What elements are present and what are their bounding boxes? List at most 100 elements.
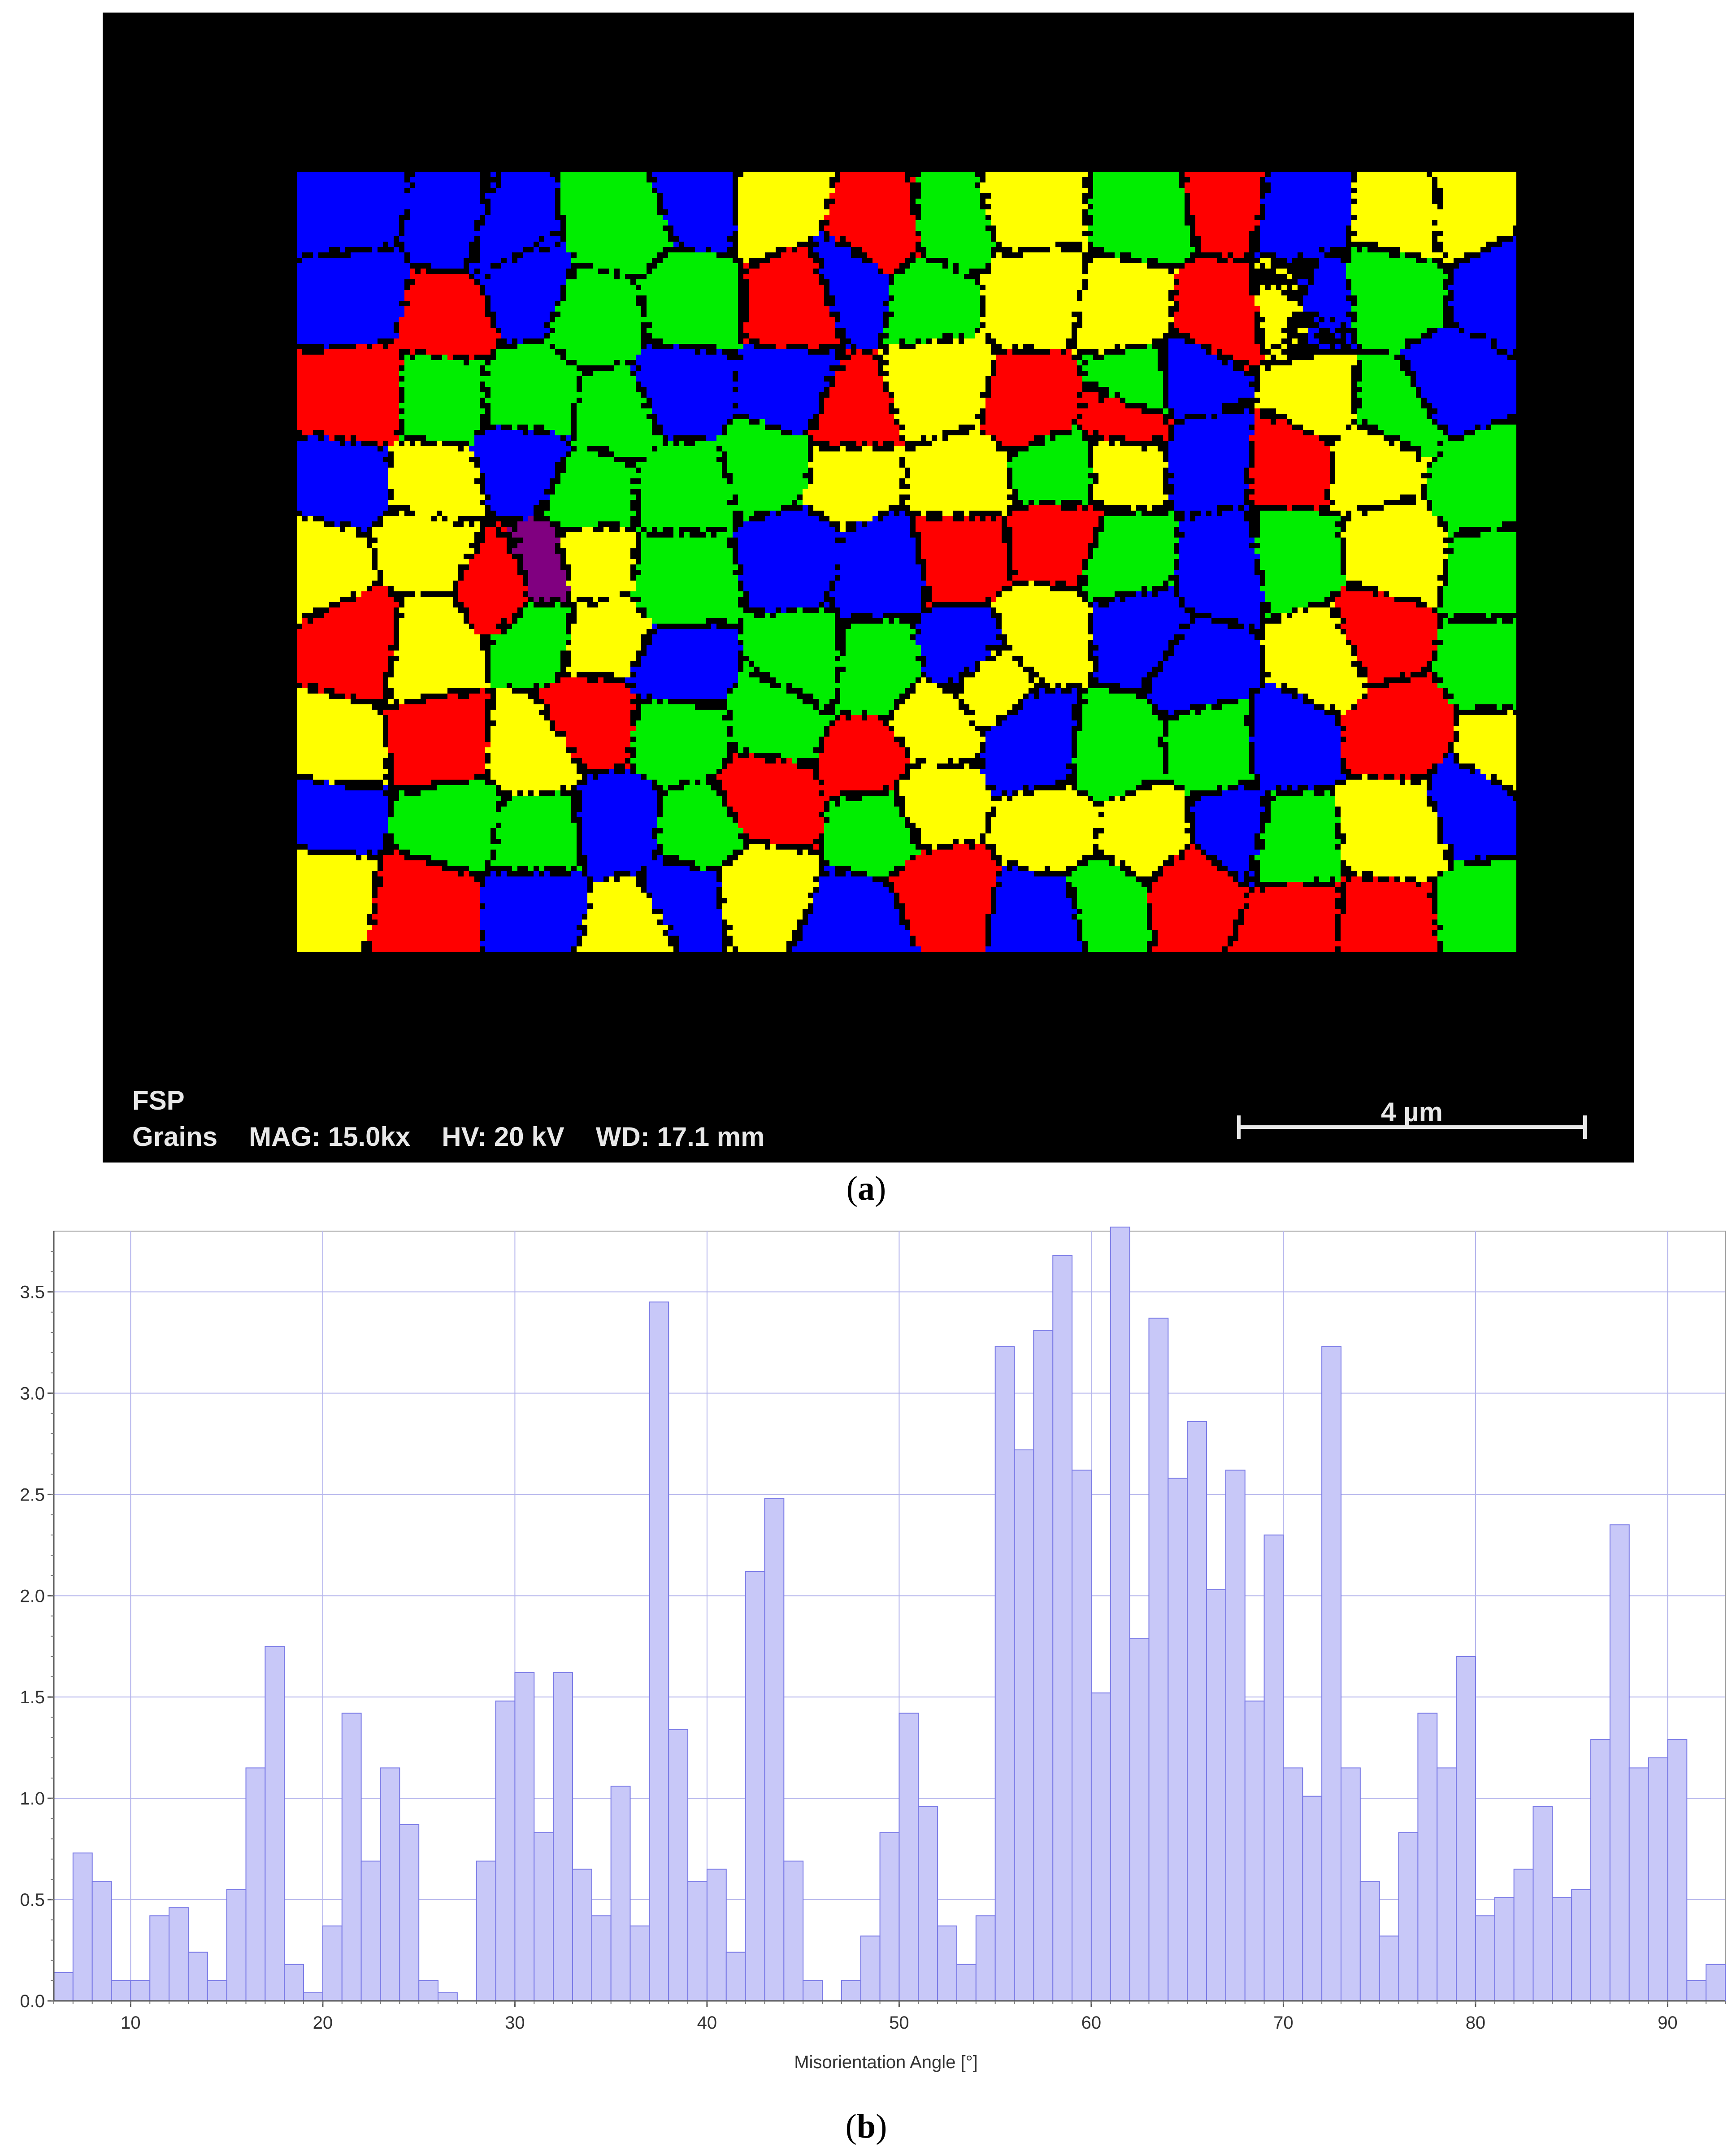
histogram-bar — [169, 1908, 188, 2001]
histogram-bar — [746, 1571, 765, 2001]
histogram-bar — [1187, 1422, 1207, 2001]
histogram-bar — [1533, 1806, 1552, 2001]
x-tick-label: 50 — [889, 2013, 909, 2033]
histogram-bar — [899, 1713, 918, 2001]
histogram-bar — [534, 1833, 553, 2001]
caption-a: (a) — [821, 1169, 911, 1208]
histogram-bar — [515, 1673, 534, 2001]
x-tick-label: 60 — [1081, 2013, 1102, 2033]
histogram-bar — [573, 1869, 592, 2001]
x-tick-label: 40 — [697, 2013, 717, 2033]
histogram-bar — [438, 1993, 457, 2001]
histogram-bar — [1168, 1478, 1187, 2001]
histogram-bar — [54, 1973, 73, 2001]
histogram-bar — [1495, 1898, 1514, 2001]
histogram-bar — [784, 1861, 803, 2001]
histogram-bar — [803, 1981, 822, 2001]
histogram-bar — [1130, 1638, 1149, 2001]
x-tick-label: 20 — [313, 2013, 333, 2033]
histogram-bar — [496, 1701, 515, 2001]
histogram-bar — [995, 1347, 1015, 2001]
magnification-label: MAG: 15.0kx — [249, 1122, 410, 1152]
histogram-bar — [1207, 1590, 1226, 2001]
histogram-bar — [957, 1965, 976, 2001]
y-tick-label: 2.0 — [20, 1586, 45, 1606]
histogram-bar — [726, 1952, 746, 2001]
histogram-bar — [611, 1786, 630, 2001]
histogram-bar — [1571, 1889, 1591, 2001]
scale-bar-line — [1237, 1125, 1587, 1129]
histogram-bar — [1149, 1318, 1168, 2001]
histogram-bar — [361, 1861, 381, 2001]
histogram-bar — [304, 1993, 323, 2001]
y-tick-label: 1.0 — [20, 1789, 45, 1809]
histogram-bar — [1322, 1347, 1341, 2001]
histogram-bar — [1283, 1768, 1302, 2001]
histogram-bar — [1706, 1965, 1725, 2001]
histogram-bar — [592, 1916, 611, 2001]
x-tick-label: 90 — [1658, 2013, 1678, 2033]
misorientation-histogram: 0.00.51.01.52.02.53.03.510 20 30 40 50 60 70 80… — [0, 1219, 1732, 2097]
scale-bar-right-tick — [1583, 1115, 1587, 1139]
histogram-bar — [1629, 1768, 1649, 2001]
histogram-bar — [1514, 1869, 1533, 2001]
x-tick-label: 30 — [505, 2013, 525, 2033]
x-tick-label: 80 — [1466, 2013, 1486, 2033]
histogram-bar — [918, 1806, 938, 2001]
histogram-bar — [1033, 1330, 1053, 2001]
x-axis-title: Misorientation Angle [°] — [794, 2052, 978, 2072]
y-tick-label: 3.5 — [20, 1283, 45, 1302]
histogram-bar — [1610, 1525, 1629, 2001]
histogram-bar — [188, 1952, 208, 2001]
histogram-bar — [1111, 1227, 1130, 2001]
x-tick-label: 70 — [1273, 2013, 1294, 2033]
mode-label: Grains — [132, 1122, 217, 1152]
histogram-bar — [1591, 1740, 1610, 2001]
histogram-bar — [477, 1861, 496, 2001]
histogram-bar — [553, 1673, 573, 2001]
histogram-bar — [707, 1869, 726, 2001]
histogram-bar — [1245, 1701, 1264, 2001]
histogram-bar — [976, 1916, 995, 2001]
histogram-bar — [1552, 1898, 1571, 2001]
histogram-bar — [130, 1981, 150, 2001]
caption-b: (b) — [821, 2107, 911, 2146]
histogram-bar — [1053, 1255, 1072, 2001]
y-tick-label: 3.0 — [20, 1384, 45, 1403]
histogram-bar — [1418, 1713, 1437, 2001]
scale-bar-left-tick — [1237, 1115, 1241, 1139]
histogram-bar — [380, 1768, 399, 2001]
histogram-bar — [649, 1302, 668, 2001]
y-tick-label: 0.0 — [20, 1991, 45, 2011]
histogram-bar — [1437, 1768, 1456, 2001]
grain-color-map — [297, 172, 1516, 952]
histogram-bar — [842, 1981, 861, 2001]
histogram-bar — [1649, 1758, 1668, 2001]
histogram-bar — [399, 1825, 419, 2001]
histogram-bar — [92, 1881, 112, 2001]
histogram-bar — [1341, 1768, 1360, 2001]
grain-map-svg — [297, 172, 1516, 952]
histogram-bar — [208, 1981, 227, 2001]
ebsd-grain-map-panel: FSP Grains MAG: 15.0kx HV: 20 kV WD: 17.1 m… — [103, 13, 1634, 1163]
x-tick-label: 10 — [121, 2013, 141, 2033]
histogram-bar — [112, 1981, 131, 2001]
histogram-bar — [1015, 1450, 1034, 2001]
y-tick-label: 1.5 — [20, 1687, 45, 1707]
working-distance-label: WD: 17.1 mm — [596, 1122, 765, 1152]
scale-bar-label: 4 µm — [1237, 1097, 1587, 1128]
histogram-bar — [764, 1498, 784, 2001]
histogram-bar — [688, 1881, 707, 2001]
histogram-bar — [861, 1936, 880, 2001]
histogram-bar — [1226, 1470, 1245, 2001]
sem-parameters: Grains MAG: 15.0kx HV: 20 kV WD: 17.1 mm — [132, 1121, 796, 1152]
histogram-bar — [1456, 1657, 1476, 2001]
histogram-bar — [1302, 1796, 1322, 2001]
histogram-bar — [1091, 1693, 1111, 2001]
histogram-bar — [1476, 1916, 1495, 2001]
voltage-label: HV: 20 kV — [442, 1122, 564, 1152]
histogram-bar — [73, 1853, 92, 2001]
histogram-bar — [246, 1768, 265, 2001]
histogram-bar — [880, 1833, 899, 2001]
histogram-bar — [323, 1926, 342, 2001]
